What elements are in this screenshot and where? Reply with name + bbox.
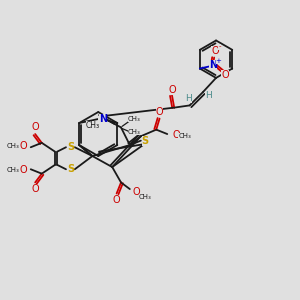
Text: O: O xyxy=(156,107,164,117)
Text: O: O xyxy=(172,130,180,140)
Text: S: S xyxy=(142,136,149,146)
Text: CH₃: CH₃ xyxy=(178,133,191,139)
Text: CH₃: CH₃ xyxy=(139,194,152,200)
Text: +: + xyxy=(216,58,221,64)
Text: O: O xyxy=(168,85,176,95)
Text: CH₃: CH₃ xyxy=(7,143,20,149)
Text: S: S xyxy=(67,142,74,152)
Text: O: O xyxy=(98,116,106,126)
Text: O: O xyxy=(113,195,120,205)
Text: O: O xyxy=(221,70,229,80)
Text: N: N xyxy=(99,114,107,124)
Text: O: O xyxy=(212,46,219,56)
Text: O: O xyxy=(133,188,140,197)
Text: S: S xyxy=(67,164,74,174)
Text: CH₃: CH₃ xyxy=(7,167,20,173)
Text: O: O xyxy=(31,122,39,132)
Text: CH₃: CH₃ xyxy=(86,121,100,130)
Text: -: - xyxy=(218,44,221,50)
Text: CH₃: CH₃ xyxy=(128,116,141,122)
Text: CH₃: CH₃ xyxy=(128,129,141,135)
Text: N: N xyxy=(209,60,217,70)
Text: O: O xyxy=(31,184,39,194)
Text: O: O xyxy=(19,141,27,151)
Text: H: H xyxy=(185,94,192,103)
Text: O: O xyxy=(19,165,27,176)
Text: H: H xyxy=(205,91,212,100)
